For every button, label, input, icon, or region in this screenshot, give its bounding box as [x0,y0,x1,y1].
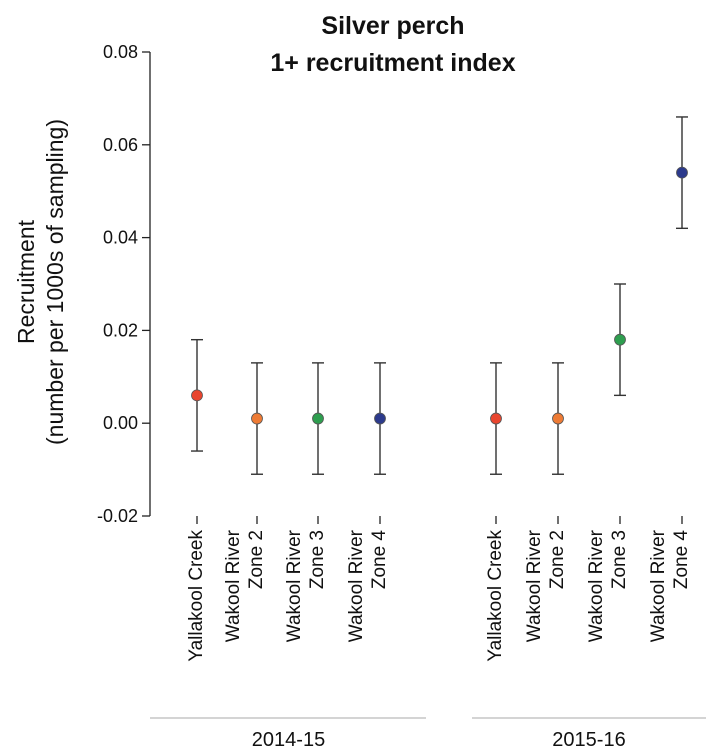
category-labels: Yallakool Creek Wakool River Zone 2 Wakool … [186,529,692,661]
group-label: 2014-15 [252,729,325,751]
y-tick-label: 0.08 [103,42,138,62]
data-point [312,412,324,425]
category-label: Wakool River [223,529,244,642]
group-label: 2015-16 [552,729,625,751]
category-label: Zone 4 [671,530,692,590]
y-axis-ticks: -0.02 0.00 0.02 0.04 0.06 0.08 [97,42,150,526]
data-point [490,412,502,425]
y-axis-title-line1: Recruitment [13,219,39,344]
category-label: Zone 3 [609,530,630,589]
data-point [552,412,564,425]
error-bars [191,116,688,524]
category-label: Wakool River [284,529,305,642]
category-label: Wakool River [586,529,607,642]
chart-subtitle: 1+ recruitment index [270,49,515,77]
y-tick-label: 0.04 [103,228,138,248]
data-points [191,166,688,425]
y-tick-label: 0.06 [103,135,138,155]
category-label: Zone 2 [547,530,568,589]
category-label: Yallakool Creek [485,530,506,662]
data-point [614,333,626,346]
group-labels: 2014-15 2015-16 [150,717,706,751]
category-label: Zone 2 [246,530,267,589]
y-tick-label: -0.02 [97,506,138,526]
category-label: Wakool River [346,529,367,642]
category-label: Wakool River [524,529,545,642]
y-tick-label: 0.02 [103,320,138,340]
y-tick-label: 0.00 [103,413,138,433]
data-point [374,412,386,425]
category-label: Zone 4 [369,530,390,590]
category-label: Zone 3 [307,530,328,589]
data-point [251,412,263,425]
category-label: Wakool River [648,529,669,642]
data-point [676,166,688,179]
data-point [191,389,203,402]
chart-title: Silver perch [321,12,464,40]
y-axis-title-line2: (number per 1000s of sampling) [42,119,68,445]
category-label: Yallakool Creek [186,530,207,662]
